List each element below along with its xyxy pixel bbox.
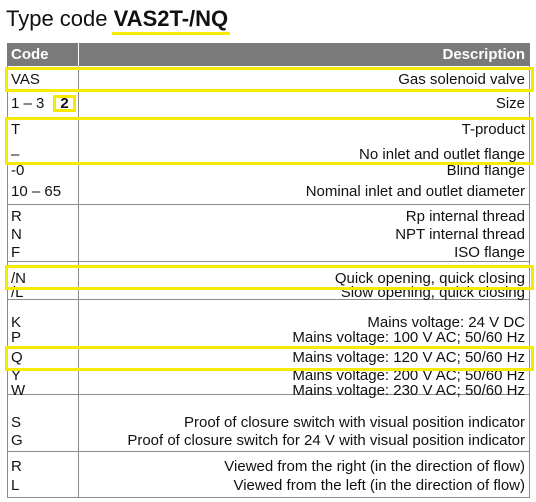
row-code: /L (11, 284, 24, 301)
row-description: Mains voltage: 120 V AC; 50/60 Hz (292, 349, 525, 366)
page-title: Type code VAS2T-/NQ (6, 4, 228, 34)
row-code: Q (11, 349, 23, 366)
header-description: Description (442, 46, 525, 63)
row-description: Mains voltage: 24 V DC (367, 314, 525, 331)
row-code: N (11, 226, 22, 243)
table-row: 1 – 3 2 Size (7, 94, 530, 113)
table-row: Y Mains voltage: 200 V AC; 50/60 Hz (7, 367, 530, 384)
table-row: R Viewed from the right (in the directio… (7, 457, 530, 476)
row-description: NPT internal thread (395, 226, 525, 243)
row-description: Blind flange (446, 162, 525, 179)
row-code: K (11, 314, 22, 331)
row-code: R (11, 208, 22, 225)
row-code: R (11, 458, 22, 475)
type-code: VAS2T-/NQ (113, 6, 229, 31)
row-description: Proof of closure switch for 24 V with vi… (127, 432, 525, 449)
row-code: – (11, 146, 20, 163)
row-description: T-product (461, 121, 525, 138)
table-row: W Mains voltage: 230 V AC; 50/60 Hz (7, 382, 530, 399)
row-description: Viewed from the left (in the direction o… (233, 477, 525, 494)
table-header: Code Description (7, 43, 530, 66)
row-code: T (11, 121, 21, 138)
row-code: 1 – 3 (11, 95, 45, 112)
table-row: F ISO flange (7, 243, 530, 262)
table-row: S Proof of closure switch with visual po… (7, 413, 530, 432)
row-description: Nominal inlet and outlet diameter (305, 183, 525, 200)
row-code: L (11, 477, 20, 494)
table-row: VAS Gas solenoid valve (7, 70, 530, 89)
table-row: T T-product (7, 120, 530, 139)
row-description: Quick opening, quick closing (334, 270, 525, 287)
table-row: R Rp internal thread (7, 207, 530, 226)
table-row: P Mains voltage: 100 V AC; 50/60 Hz (7, 329, 530, 346)
row-description: Rp internal thread (405, 208, 525, 225)
row-code: -0 (11, 162, 25, 179)
table-row: 10 – 65 Nominal inlet and outlet diamete… (7, 182, 530, 201)
row-code: VAS (11, 71, 40, 88)
row-code: 10 – 65 (11, 183, 62, 200)
table-row: /L Slow opening, quick closing (7, 284, 530, 301)
row-code: /N (11, 270, 26, 287)
title-prefix: Type code (6, 6, 108, 31)
table-row: N NPT internal thread (7, 225, 530, 244)
row-code: F (11, 244, 21, 261)
type-code-table: Code Description VAS Gas solenoid valve … (5, 43, 534, 499)
row-code: Y (11, 367, 22, 384)
table-row: -0 Blind flange (7, 162, 530, 180)
row-code: G (11, 432, 23, 449)
row-code: W (11, 382, 26, 399)
row-description: Size (495, 95, 525, 112)
row-description: Viewed from the right (in the direction … (224, 458, 525, 475)
table-row: Q Mains voltage: 120 V AC; 50/60 Hz (7, 348, 530, 367)
header-code: Code (11, 46, 49, 63)
row-description: Mains voltage: 100 V AC; 50/60 Hz (292, 329, 525, 346)
row-code: S (11, 414, 22, 431)
table-row: /N Quick opening, quick closing (7, 269, 530, 288)
row-description: Mains voltage: 230 V AC; 50/60 Hz (292, 382, 525, 399)
table-row: L Viewed from the left (in the direction… (7, 476, 530, 495)
row-description: Mains voltage: 200 V AC; 50/60 Hz (292, 367, 525, 384)
size-badge: 2 (53, 95, 76, 112)
row-code: P (11, 329, 22, 346)
row-description: Slow opening, quick closing (340, 284, 525, 301)
row-description: ISO flange (454, 244, 525, 261)
table-row: – No inlet and outlet flange (7, 145, 530, 164)
row-description: Gas solenoid valve (398, 71, 525, 88)
table-row: K Mains voltage: 24 V DC (7, 313, 530, 332)
row-description: No inlet and outlet flange (359, 146, 525, 163)
row-description: Proof of closure switch with visual posi… (184, 414, 525, 431)
table-row: G Proof of closure switch for 24 V with … (7, 431, 530, 450)
